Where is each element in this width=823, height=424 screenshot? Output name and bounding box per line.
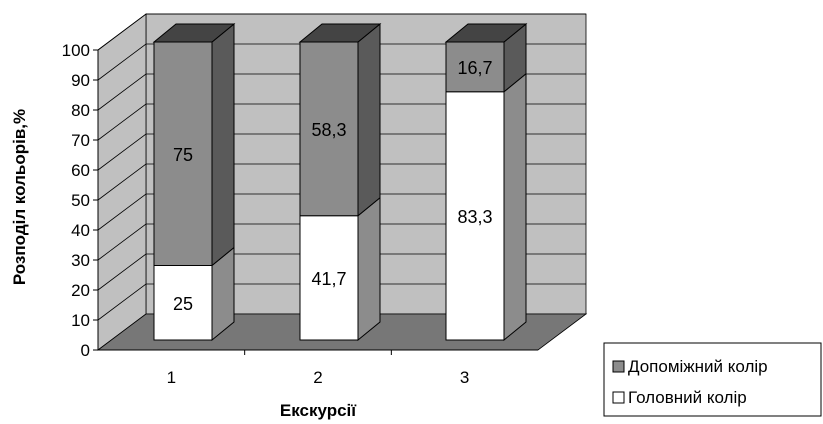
x-tick-label: 2 bbox=[313, 368, 322, 387]
legend-swatch-secondary bbox=[612, 360, 625, 373]
gridline bbox=[97, 103, 586, 141]
y-tick-label: 90 bbox=[71, 71, 90, 90]
bar-side bbox=[357, 196, 381, 342]
bar-side bbox=[503, 72, 527, 342]
axes bbox=[93, 49, 538, 355]
bar-segment: 75 bbox=[152, 22, 236, 267]
gridline bbox=[97, 193, 586, 231]
y-tick-label: 60 bbox=[71, 161, 90, 180]
bar-front bbox=[299, 41, 359, 217]
legend-frame bbox=[603, 342, 822, 417]
data-label: 16,7 bbox=[457, 58, 492, 78]
legend-swatch-primary bbox=[612, 391, 625, 404]
y-tick-label: 40 bbox=[71, 221, 90, 240]
x-axis-title: Екскурсії bbox=[280, 401, 357, 420]
gridline bbox=[97, 163, 586, 201]
y-tick-label: 30 bbox=[71, 251, 90, 270]
legend-label-primary: Головний колір bbox=[628, 388, 747, 407]
gridline bbox=[97, 73, 586, 111]
y-tick-label: 50 bbox=[71, 191, 90, 210]
bar-front bbox=[445, 91, 505, 341]
y-tick-label: 100 bbox=[62, 41, 90, 60]
bar-front bbox=[299, 215, 359, 341]
bars: 25 75 41,7 58,3 83,3 16,7 bbox=[152, 22, 528, 342]
y-tick-label: 20 bbox=[71, 281, 90, 300]
y-tick-label: 70 bbox=[71, 131, 90, 150]
bar-side bbox=[211, 22, 235, 267]
legend-label-secondary: Допоміжний колір bbox=[628, 357, 768, 376]
x-tick-label: 3 bbox=[460, 368, 469, 387]
x-tick-label: 1 bbox=[167, 368, 176, 387]
bar-front bbox=[445, 41, 505, 93]
y-tick-label: 0 bbox=[81, 341, 90, 360]
bar-side bbox=[357, 22, 381, 217]
x-tick-labels: 1 2 3 bbox=[167, 368, 470, 387]
gridline bbox=[97, 283, 586, 321]
bar-top bbox=[152, 23, 236, 43]
data-label: 25 bbox=[173, 294, 193, 314]
data-label: 58,3 bbox=[311, 120, 346, 140]
gridline bbox=[97, 253, 586, 291]
bar-segment: 41,7 bbox=[299, 196, 381, 342]
y-tick-label: 10 bbox=[71, 311, 90, 330]
data-label: 75 bbox=[173, 145, 193, 165]
gridlines bbox=[97, 13, 586, 321]
bar-segment: 16,7 bbox=[444, 22, 528, 93]
gridline bbox=[97, 43, 586, 81]
y-tick-labels: 0 10 20 30 40 50 60 70 80 90 100 bbox=[62, 41, 90, 360]
bar-top bbox=[298, 23, 382, 43]
y-tick-label: 80 bbox=[71, 101, 90, 120]
gridline bbox=[97, 13, 586, 51]
bar-segment: 83,3 bbox=[445, 72, 527, 342]
data-label: 41,7 bbox=[311, 269, 346, 289]
gridline bbox=[97, 223, 586, 261]
bar-top bbox=[444, 23, 528, 43]
gridline bbox=[97, 133, 586, 171]
bar-segment: 58,3 bbox=[298, 22, 382, 217]
y-axis-title: Розподіл кольорів,% bbox=[10, 109, 29, 285]
data-label: 83,3 bbox=[457, 207, 492, 227]
legend: Допоміжний колір Головний колір bbox=[603, 342, 822, 417]
